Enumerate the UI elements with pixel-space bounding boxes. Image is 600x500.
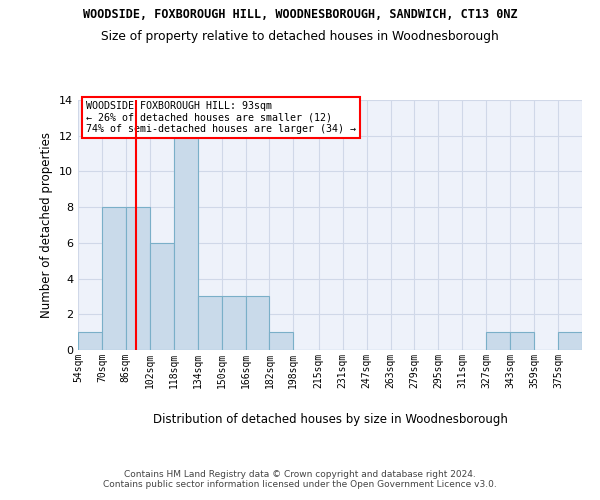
Bar: [197, 296, 221, 350]
Y-axis label: Number of detached properties: Number of detached properties: [40, 132, 53, 318]
Text: WOODSIDE, FOXBOROUGH HILL, WOODNESBOROUGH, SANDWICH, CT13 0NZ: WOODSIDE, FOXBOROUGH HILL, WOODNESBOROUG…: [83, 8, 517, 20]
Text: Distribution of detached houses by size in Woodnesborough: Distribution of detached houses by size …: [152, 412, 508, 426]
Bar: [245, 296, 269, 350]
Bar: [558, 332, 582, 350]
Bar: [269, 332, 293, 350]
Bar: [510, 332, 534, 350]
Bar: [174, 136, 197, 350]
Bar: [150, 243, 174, 350]
Bar: [78, 332, 102, 350]
Bar: [221, 296, 245, 350]
Text: Contains HM Land Registry data © Crown copyright and database right 2024.
Contai: Contains HM Land Registry data © Crown c…: [103, 470, 497, 490]
Bar: [126, 207, 150, 350]
Bar: [486, 332, 510, 350]
Text: Size of property relative to detached houses in Woodnesborough: Size of property relative to detached ho…: [101, 30, 499, 43]
Text: WOODSIDE FOXBOROUGH HILL: 93sqm
← 26% of detached houses are smaller (12)
74% of: WOODSIDE FOXBOROUGH HILL: 93sqm ← 26% of…: [86, 101, 356, 134]
Bar: [102, 207, 126, 350]
